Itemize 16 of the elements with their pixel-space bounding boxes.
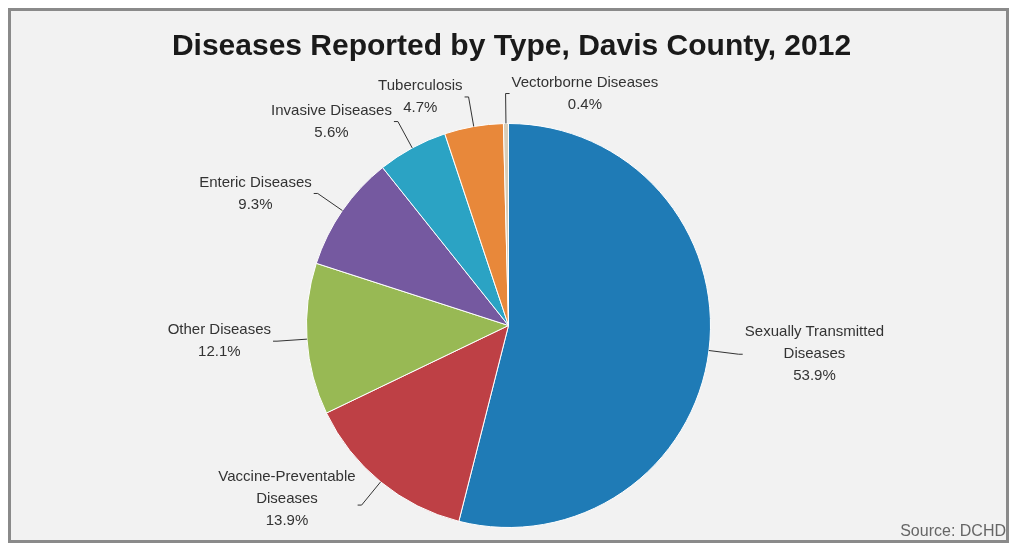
data-label: 9.3% bbox=[238, 194, 273, 212]
data-label: 0.4% bbox=[567, 94, 603, 112]
slice-label: Enteric Diseases bbox=[199, 172, 312, 190]
slice-label: Vectorborne Diseases bbox=[511, 72, 659, 90]
slice-label: Other Diseases bbox=[167, 320, 272, 338]
source-note: Source: DCHD bbox=[900, 522, 1006, 540]
data-label: 13.9% bbox=[265, 511, 309, 529]
chart-title: Diseases Reported by Type, Davis County, 2012 bbox=[171, 28, 852, 62]
data-label: 53.9% bbox=[793, 366, 836, 384]
slice-label: Invasive Diseases bbox=[271, 100, 392, 118]
slice-label: Tuberculosis bbox=[378, 76, 463, 94]
data-label: 12.1% bbox=[198, 342, 241, 360]
slice-label: Vaccine-Preventable Diseases bbox=[218, 467, 356, 507]
data-label: 4.7% bbox=[403, 98, 438, 116]
slice-label: Sexually Transmitted Diseases bbox=[744, 322, 885, 362]
data-label: 5.6% bbox=[314, 122, 349, 140]
